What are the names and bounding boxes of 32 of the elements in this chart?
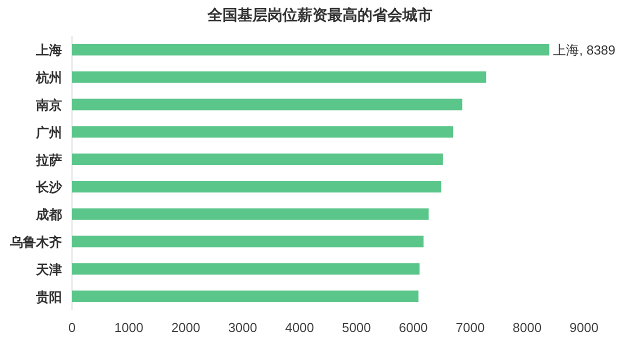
y-tick-label: 广州	[35, 124, 62, 140]
bar	[72, 263, 420, 275]
bar	[72, 154, 443, 166]
bar	[72, 126, 454, 138]
chart-title: 全国基层岗位薪资最高的省会城市	[206, 6, 432, 24]
bar	[72, 208, 429, 220]
x-tick-label: 1000	[114, 320, 144, 335]
bar	[72, 236, 424, 248]
x-tick-label: 0	[68, 320, 76, 335]
x-tick-label: 7000	[456, 320, 485, 335]
y-tick-label: 杭州	[35, 70, 62, 86]
bar	[72, 290, 418, 302]
y-tick-label: 成都	[35, 207, 62, 222]
x-tick-label: 4000	[285, 320, 314, 335]
x-tick-label: 2000	[171, 320, 200, 335]
y-tick-label: 长沙	[35, 180, 63, 195]
y-tick-label: 上海	[35, 42, 62, 58]
x-tick-label: 6000	[398, 320, 428, 335]
x-tick-label: 5000	[342, 320, 371, 335]
y-tick-label: 乌鲁木齐	[9, 234, 62, 250]
data-label: 上海, 8389	[553, 42, 616, 58]
bar	[72, 98, 462, 110]
y-tick-label: 贵阳	[35, 289, 62, 304]
x-tick-label: 9000	[570, 320, 598, 335]
y-tick-label: 南京	[35, 98, 62, 112]
x-tick-label: 8000	[512, 320, 542, 335]
x-tick-label: 3000	[228, 320, 258, 335]
y-tick-label: 拉萨	[35, 152, 62, 168]
y-tick-label: 天津	[35, 262, 62, 277]
bar	[72, 44, 550, 56]
bar	[72, 180, 442, 192]
bar	[72, 71, 486, 83]
